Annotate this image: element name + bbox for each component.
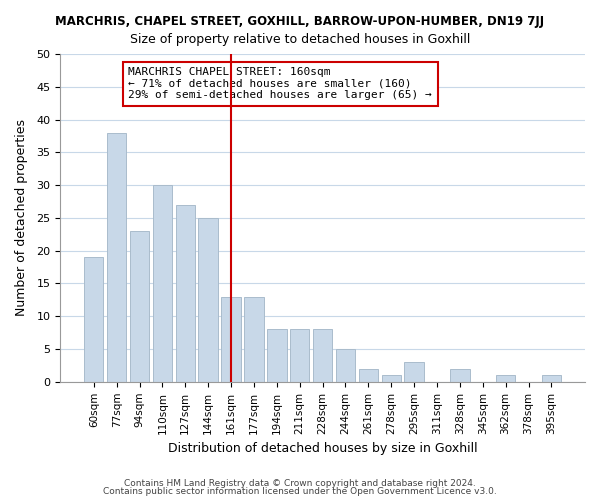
Bar — [244, 296, 263, 382]
Bar — [290, 330, 310, 382]
Text: MARCHRIS, CHAPEL STREET, GOXHILL, BARROW-UPON-HUMBER, DN19 7JJ: MARCHRIS, CHAPEL STREET, GOXHILL, BARROW… — [55, 15, 545, 28]
Text: Contains public sector information licensed under the Open Government Licence v3: Contains public sector information licen… — [103, 487, 497, 496]
Bar — [496, 376, 515, 382]
Bar — [313, 330, 332, 382]
Text: Size of property relative to detached houses in Goxhill: Size of property relative to detached ho… — [130, 32, 470, 46]
Bar — [542, 376, 561, 382]
Bar — [176, 205, 195, 382]
Text: Contains HM Land Registry data © Crown copyright and database right 2024.: Contains HM Land Registry data © Crown c… — [124, 478, 476, 488]
Bar — [404, 362, 424, 382]
Bar — [382, 376, 401, 382]
Bar — [199, 218, 218, 382]
Bar — [450, 368, 470, 382]
Bar — [84, 257, 103, 382]
Bar — [336, 349, 355, 382]
Bar — [267, 330, 287, 382]
Y-axis label: Number of detached properties: Number of detached properties — [15, 120, 28, 316]
Bar — [359, 368, 378, 382]
Text: MARCHRIS CHAPEL STREET: 160sqm
← 71% of detached houses are smaller (160)
29% of: MARCHRIS CHAPEL STREET: 160sqm ← 71% of … — [128, 67, 432, 100]
Bar — [130, 231, 149, 382]
Bar — [221, 296, 241, 382]
Bar — [107, 132, 127, 382]
X-axis label: Distribution of detached houses by size in Goxhill: Distribution of detached houses by size … — [168, 442, 478, 455]
Bar — [152, 185, 172, 382]
